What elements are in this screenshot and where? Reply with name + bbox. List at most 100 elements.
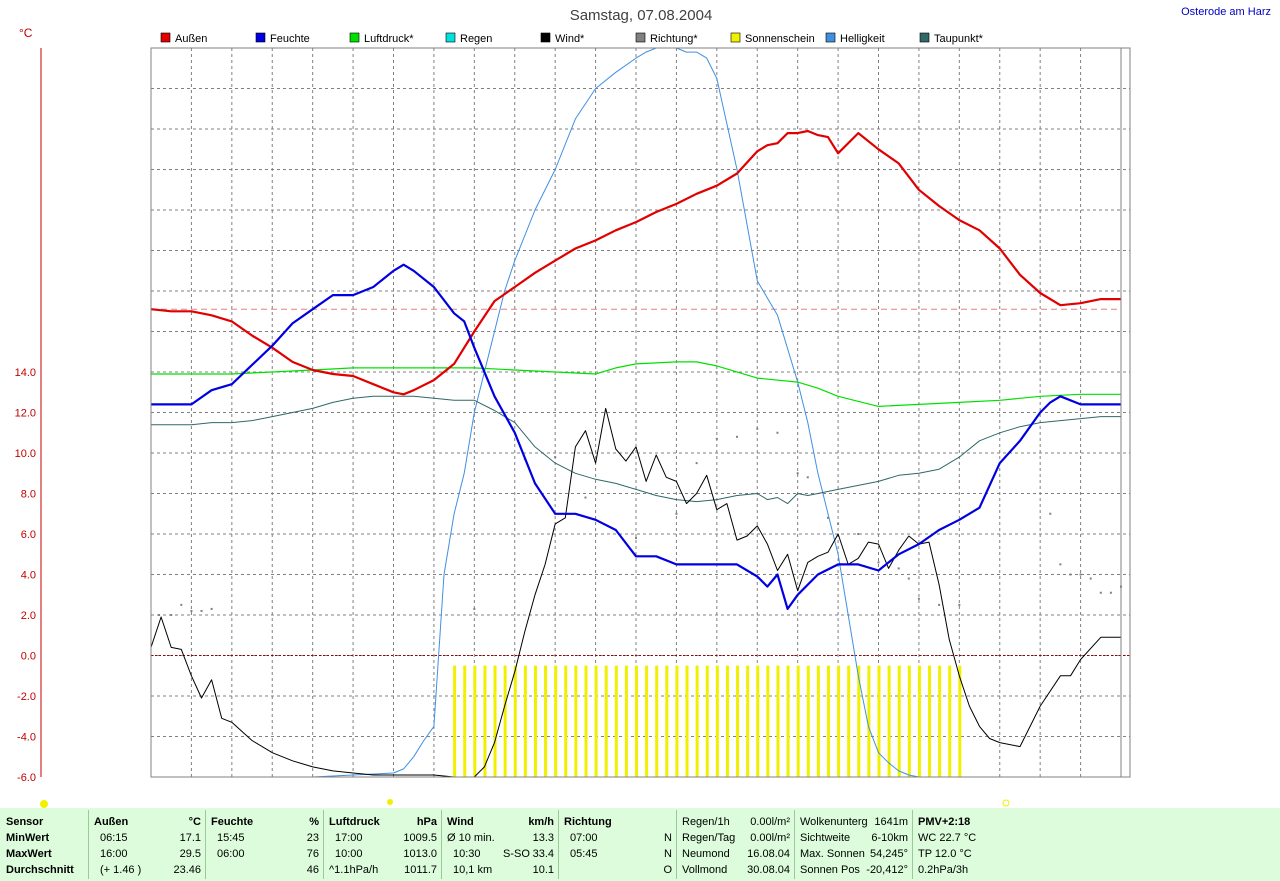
sunshine-bar — [928, 665, 932, 777]
richtung-point — [1079, 573, 1082, 576]
wind-max-time: 10:30 — [453, 848, 481, 860]
sichtweite-label: Sichtweite — [800, 832, 851, 844]
aussen-avg-val: 23.46 — [173, 864, 201, 876]
richtung-point — [210, 607, 213, 610]
sonnen-pos-val: -20,412° — [866, 864, 908, 876]
sunshine-bar — [938, 665, 942, 777]
legend-swatch — [255, 32, 266, 43]
chart-title: Samstag, 07.08.2004 — [570, 7, 713, 24]
series-line-außen — [150, 129, 1121, 396]
series-line-taupunkt — [151, 395, 1121, 505]
durchschnitt-label: Durchschnitt — [6, 864, 74, 876]
feuchte-head: Feuchte — [211, 816, 254, 828]
richtung-point — [1069, 573, 1072, 576]
richtung-point — [1049, 512, 1052, 515]
maxwert-label: MaxWert — [6, 848, 52, 860]
plot-area-border — [150, 47, 1131, 778]
y-tick-label: 2.0 — [21, 610, 36, 622]
wind-distance: 10,1 km — [453, 864, 493, 876]
sunshine-bar — [695, 665, 699, 777]
sunshine-bar — [917, 665, 921, 777]
y-axis-ticks: 14.0 12.0 10.0 8.0 6.0 4.0 2.0 0.0 -2.0 -4.0 -6.0 — [15, 367, 36, 784]
wolkenunterg-label: Wolkenunterg — [800, 816, 868, 828]
wind-head: Wind — [447, 816, 474, 828]
richtung-point — [675, 512, 678, 515]
footer-col-richtung: Richtung 07:00 N 05:45 N O — [558, 808, 676, 881]
y-tick-label: 0.0 — [21, 651, 36, 663]
richtung-point — [635, 537, 637, 540]
sichtweite-val: 6-10km — [871, 832, 908, 844]
wind-unit: km/h — [528, 816, 554, 828]
aussen-unit: °C — [188, 816, 201, 828]
y-tick-label: 6.0 — [21, 529, 36, 541]
sunshine-bar — [574, 665, 578, 777]
richtung-point — [158, 614, 161, 616]
richtung-point — [584, 496, 587, 499]
richtung-max-val: N — [664, 848, 672, 860]
richtung-point — [1109, 591, 1112, 594]
vollmond-val: 30.08.04 — [747, 864, 790, 876]
sunshine-bar — [756, 665, 760, 777]
chart-grid — [151, 48, 1130, 777]
footer-col-sensor: Sensor MinWert MaxWert Durchschnitt — [0, 808, 88, 881]
sunshine-bar — [594, 665, 598, 777]
series-line-feuchte — [151, 263, 1121, 611]
aussen-min-time: 06:15 — [100, 832, 128, 844]
richtung-max-time: 05:45 — [570, 848, 598, 860]
richtung-point — [796, 472, 799, 475]
sunshine-bar — [544, 665, 548, 777]
sunshine-bar — [746, 665, 750, 777]
richtung-point — [1099, 591, 1102, 594]
max-sonnen-label: Max. Sonnen — [800, 848, 865, 860]
sunshine-bar — [786, 665, 790, 777]
y-tick-label: 4.0 — [21, 570, 36, 582]
sunshine-bar — [725, 665, 729, 777]
richtung-point — [1059, 563, 1062, 566]
sunshine-bar — [493, 665, 497, 777]
legend-label: Regen — [460, 33, 492, 45]
y-unit-label: °C — [19, 26, 33, 40]
sunshine-bar — [523, 665, 527, 777]
sunshine-bar — [463, 665, 467, 777]
aussen-avg-note: (+ 1.46 ) — [100, 864, 142, 876]
max-sonnen-val: 54,245° — [869, 848, 908, 860]
richtung-avg-val: O — [663, 864, 672, 876]
wind-avg10-label: Ø 10 min. — [447, 832, 495, 844]
legend-label: Taupunkt* — [934, 33, 984, 45]
luftdruck-head: Luftdruck — [329, 816, 380, 828]
sunshine-bar — [655, 665, 659, 777]
neumond-label: Neumond — [682, 848, 730, 860]
y-tick-label: 14.0 — [15, 367, 36, 379]
regen-1h-val: 0.00l/m² — [750, 816, 790, 828]
richtung-point — [1089, 577, 1092, 580]
sun-markers — [40, 799, 1010, 808]
wolkenunterg-val: 1641m — [874, 816, 908, 828]
sunshine-bar — [584, 665, 588, 777]
legend-swatch — [825, 32, 836, 43]
richtung-point — [180, 603, 183, 606]
regen-tag-label: Regen/Tag — [682, 832, 736, 844]
luftdruck-trend: ^1.1hPa/h — [329, 864, 379, 876]
richtung-point — [756, 427, 759, 430]
legend-swatch — [349, 32, 360, 43]
location-label: Osterode am Harz — [1181, 6, 1271, 18]
legend: Außen Feuchte Luftdruck* Regen Wind* Richtung… — [160, 32, 984, 45]
richtung-point — [907, 577, 910, 580]
legend-label: Helligkeit — [840, 33, 885, 45]
sunshine-bar — [705, 665, 709, 777]
legend-swatch — [635, 32, 646, 43]
sunshine-bar — [958, 665, 962, 777]
footer-col-pmv: PMV+2:18 WC 22.7 °C TP 12.0 °C 0.2hPa/3h — [912, 808, 1012, 881]
sunshine-bar — [453, 665, 457, 777]
footer-col-aussen: Außen °C 06:15 17.1 16:00 29.5 (+ 1.46 ) 23.… — [88, 808, 205, 881]
sunshine-bar — [533, 665, 537, 777]
legend-label: Sonnenschein — [745, 33, 815, 45]
sunshine-bar — [675, 665, 679, 777]
luftdruck-max-val: 1013.0 — [403, 848, 437, 860]
legend-swatch — [445, 32, 456, 43]
y-tick-label: 8.0 — [21, 489, 36, 501]
sunshine-bars — [453, 665, 962, 777]
pmv-tp: TP 12.0 °C — [918, 848, 972, 860]
richtung-point — [473, 607, 476, 610]
luftdruck-max-time: 10:00 — [335, 848, 363, 860]
